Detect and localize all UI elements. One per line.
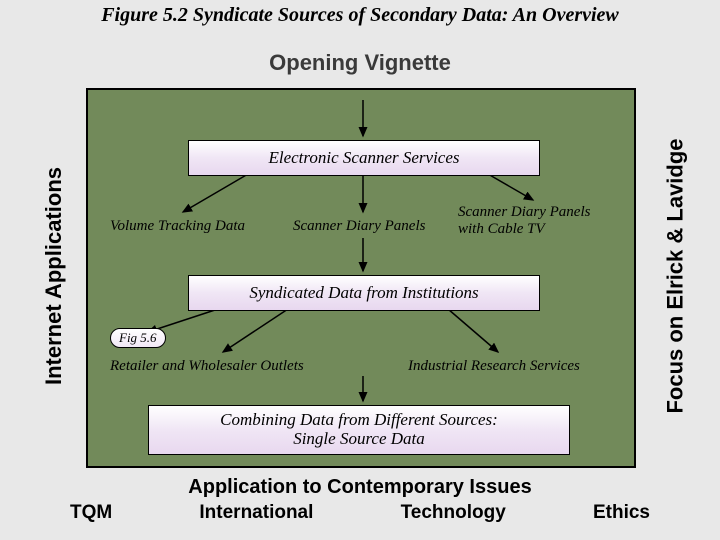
- bottom-title: Application to Contemporary Issues: [0, 476, 720, 499]
- box-syndicated-data: Syndicated Data from Institutions: [188, 275, 540, 311]
- bottom-item-tqm: TQM: [70, 502, 112, 524]
- fig-5-6-badge: Fig 5.6: [110, 328, 166, 348]
- label-retailer-wholesaler: Retailer and Wholesaler Outlets: [110, 358, 304, 375]
- bottom-row: TQM International Technology Ethics: [70, 502, 650, 524]
- sdpctv-line2: with Cable TV: [458, 221, 623, 238]
- box-electronic-scanner-services: Electronic Scanner Services: [188, 140, 540, 176]
- label-industrial-research: Industrial Research Services: [408, 358, 580, 375]
- main-diagram-panel: Electronic Scanner Services Volume Track…: [86, 88, 636, 468]
- right-sidebar-label: Focus on Elrick & Lavidge: [656, 88, 696, 464]
- box-combining-data: Combining Data from Different Sources: S…: [148, 405, 570, 455]
- label-scanner-diary-panels: Scanner Diary Panels: [293, 218, 425, 235]
- figure-title: Figure 5.2 Syndicate Sources of Secondar…: [0, 4, 720, 27]
- sdpctv-line1: Scanner Diary Panels: [458, 204, 623, 221]
- combining-line2: Single Source Data: [293, 430, 425, 449]
- left-sidebar-label: Internet Applications: [34, 88, 74, 464]
- bottom-item-ethics: Ethics: [593, 502, 650, 524]
- combining-line1: Combining Data from Different Sources:: [220, 411, 498, 430]
- right-sidebar-text: Focus on Elrick & Lavidge: [663, 138, 689, 413]
- bottom-item-technology: Technology: [401, 502, 506, 524]
- bottom-item-international: International: [199, 502, 313, 524]
- left-sidebar-text: Internet Applications: [41, 167, 67, 385]
- label-scanner-diary-panels-cable-tv: Scanner Diary Panels with Cable TV: [458, 204, 623, 237]
- label-volume-tracking-data: Volume Tracking Data: [110, 218, 245, 235]
- opening-vignette-title: Opening Vignette: [0, 50, 720, 76]
